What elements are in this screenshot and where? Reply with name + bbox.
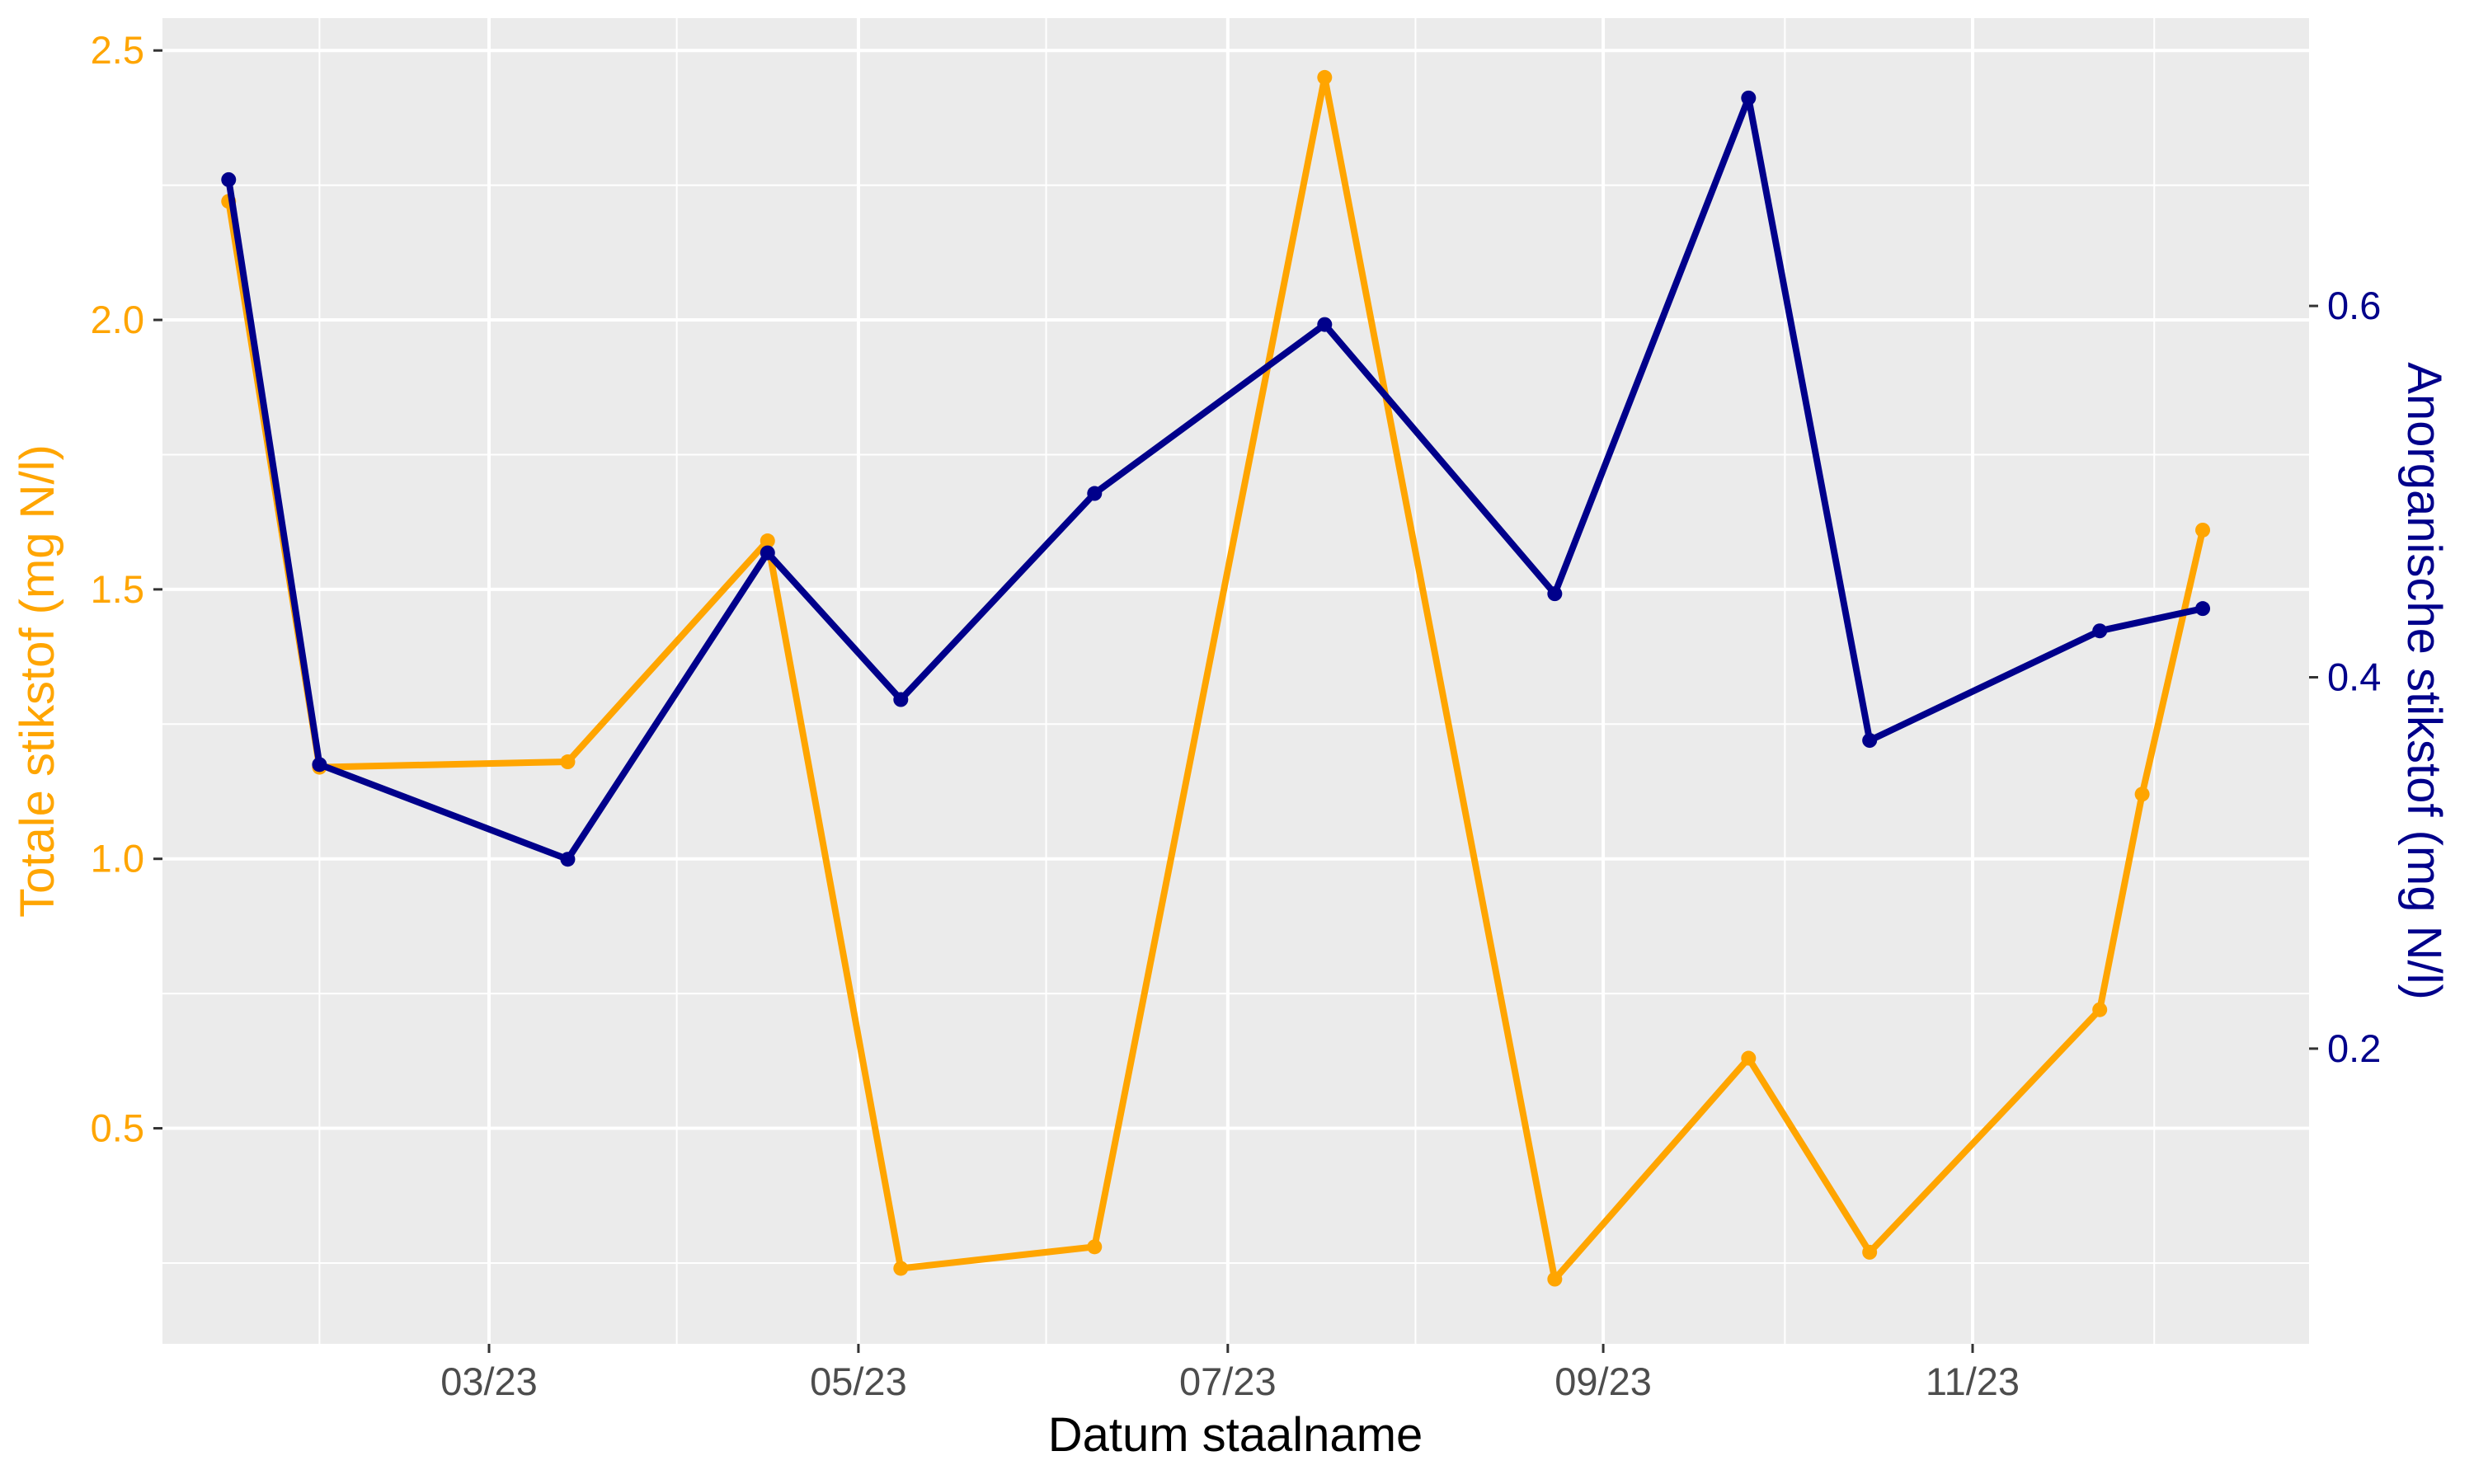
data-point-right xyxy=(312,757,327,773)
data-point-left xyxy=(1087,1239,1103,1255)
plot-panel xyxy=(162,18,2309,1344)
series-layer xyxy=(221,69,2211,1287)
y-right-tick-label: 0.6 xyxy=(2327,284,2381,327)
data-point-left xyxy=(1317,69,1333,85)
y-left-tick-label: 0.5 xyxy=(91,1106,144,1150)
y-right-tick-label: 0.4 xyxy=(2327,655,2381,698)
data-point-left xyxy=(2092,1002,2108,1017)
data-point-right xyxy=(1547,586,1563,602)
x-tick-label: 03/23 xyxy=(440,1360,538,1403)
data-point-left xyxy=(1862,1244,1878,1260)
data-point-right xyxy=(560,852,576,867)
data-point-left xyxy=(2134,787,2150,802)
x-tick-label: 11/23 xyxy=(1926,1360,2020,1403)
data-point-left xyxy=(760,533,775,549)
y-right-axis-title: Anorganische stikstof (mg N/l) xyxy=(2397,362,2451,1000)
data-point-right xyxy=(1741,90,1757,106)
data-point-left xyxy=(560,754,576,770)
series-line-right xyxy=(225,94,2206,863)
x-tick-label: 09/23 xyxy=(1554,1360,1652,1403)
axes-layer: 03/23 05/23 07/23 09/23 11/23 0.5 1.0 1.5 2.0 2.5… xyxy=(91,28,2382,1403)
x-tick-label: 07/23 xyxy=(1179,1360,1277,1403)
data-point-right xyxy=(1862,733,1878,749)
data-point-right xyxy=(221,171,237,187)
data-point-right xyxy=(2092,623,2108,639)
major-gridlines xyxy=(162,18,2309,1344)
data-point-right xyxy=(760,545,775,561)
data-point-left xyxy=(1547,1271,1563,1287)
data-point-left xyxy=(893,1261,909,1276)
y-left-tick-label: 2.0 xyxy=(91,298,144,341)
x-axis-title: Datum staalname xyxy=(1048,1408,1423,1462)
y-right-tick-label: 0.2 xyxy=(2327,1026,2381,1070)
data-point-right xyxy=(2195,601,2211,617)
data-point-right xyxy=(1317,317,1333,332)
data-point-left xyxy=(1741,1050,1757,1066)
data-point-right xyxy=(1087,486,1103,501)
y-left-axis-title: Totale stikstof (mg N/l) xyxy=(11,444,64,918)
y-left-tick-label: 2.5 xyxy=(91,28,144,72)
y-left-tick-label: 1.5 xyxy=(91,567,144,611)
y-left-tick-label: 1.0 xyxy=(91,837,144,881)
x-tick-label: 05/23 xyxy=(810,1360,907,1403)
data-point-right xyxy=(893,692,909,707)
minor-gridlines xyxy=(162,18,2309,1344)
data-point-left xyxy=(2195,522,2211,538)
